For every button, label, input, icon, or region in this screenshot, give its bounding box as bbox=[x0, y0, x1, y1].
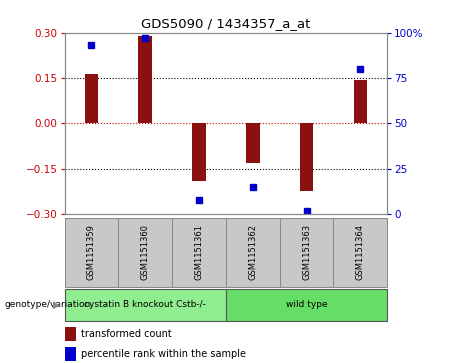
Text: cystatin B knockout Cstb-/-: cystatin B knockout Cstb-/- bbox=[84, 301, 206, 309]
Bar bbox=[246, 123, 260, 163]
Text: transformed count: transformed count bbox=[81, 329, 171, 339]
Bar bbox=[192, 123, 206, 181]
Bar bbox=[65, 327, 76, 341]
Bar bbox=[333, 218, 387, 287]
Text: GSM1151361: GSM1151361 bbox=[195, 224, 203, 280]
Text: percentile rank within the sample: percentile rank within the sample bbox=[81, 349, 246, 359]
Bar bbox=[138, 36, 152, 123]
Text: genotype/variation: genotype/variation bbox=[5, 301, 91, 309]
Bar bbox=[65, 347, 76, 361]
Text: ▶: ▶ bbox=[53, 300, 60, 310]
Bar bbox=[354, 80, 367, 123]
Text: GSM1151359: GSM1151359 bbox=[87, 224, 96, 280]
Bar bbox=[226, 289, 387, 321]
Text: GSM1151362: GSM1151362 bbox=[248, 224, 257, 280]
Text: GSM1151364: GSM1151364 bbox=[356, 224, 365, 280]
Bar bbox=[226, 218, 280, 287]
Bar bbox=[280, 218, 333, 287]
Bar bbox=[65, 218, 118, 287]
Bar bbox=[118, 218, 172, 287]
Title: GDS5090 / 1434357_a_at: GDS5090 / 1434357_a_at bbox=[141, 17, 311, 30]
Text: wild type: wild type bbox=[286, 301, 327, 309]
Text: GSM1151360: GSM1151360 bbox=[141, 224, 150, 280]
Bar bbox=[85, 74, 98, 123]
Bar bbox=[65, 289, 226, 321]
Bar bbox=[300, 123, 313, 191]
Text: GSM1151363: GSM1151363 bbox=[302, 224, 311, 280]
Bar bbox=[172, 218, 226, 287]
